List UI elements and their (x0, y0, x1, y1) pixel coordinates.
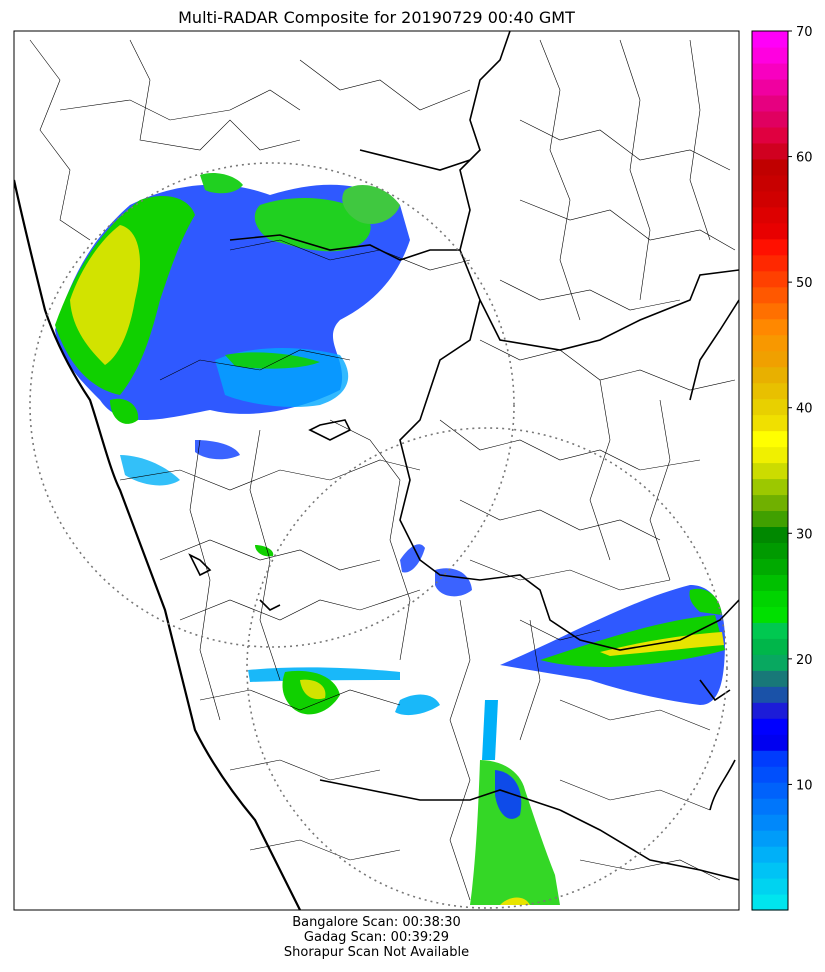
colorbar-segment (752, 270, 788, 288)
colorbar-segment (752, 526, 788, 544)
colorbar-segment (752, 206, 788, 224)
colorbar-segment (752, 142, 788, 160)
colorbar-tick-label: 50 (796, 276, 813, 291)
colorbar-segment (752, 510, 788, 528)
colorbar-segment (752, 78, 788, 96)
coastline (14, 179, 301, 910)
colorbar-segment (752, 558, 788, 575)
colorbar-segment (752, 814, 788, 831)
colorbar-tick-label: 40 (796, 402, 813, 417)
colorbar-segment (752, 62, 788, 80)
colorbar-segment (752, 862, 788, 879)
colorbar-segment (752, 622, 788, 639)
colorbar-tick-label: 60 (796, 151, 813, 166)
colorbar-tick-label: 10 (796, 778, 813, 793)
colorbar-segment (752, 590, 788, 607)
colorbar-segment (752, 238, 788, 256)
colorbar-segment (752, 286, 788, 304)
colorbar-segment (752, 222, 788, 240)
colorbar-segment (752, 254, 788, 272)
colorbar-segment (752, 126, 788, 144)
colorbar-segment (752, 462, 788, 480)
colorbar-segment (752, 318, 788, 336)
colorbar-segment (752, 606, 788, 623)
colorbar-segment (752, 110, 788, 128)
colorbar-segment (752, 334, 788, 352)
colorbar-segment (752, 878, 788, 895)
colorbar-segment (752, 654, 788, 671)
gadag-scan-label: Gadag Scan: 00:39:29 (303, 930, 450, 945)
range-ring-bangalore (246, 427, 728, 909)
colorbar-segment (752, 158, 788, 176)
colorbar-segment (752, 638, 788, 655)
colorbar-segment (752, 766, 788, 783)
colorbar-segment (752, 398, 788, 416)
map-title: Multi-RADAR Composite for 20190729 00:40… (178, 8, 575, 27)
bangalore-scan-label: Bangalore Scan: 00:38:30 (292, 915, 461, 930)
colorbar-tick-label: 30 (796, 527, 813, 542)
colorbar-segment (752, 302, 788, 320)
colorbar-segment (752, 190, 788, 208)
state-borders (188, 31, 739, 881)
colorbar-segment (752, 414, 788, 432)
colorbar-segment (752, 798, 788, 815)
colorbar-segment (752, 782, 788, 799)
colorbar-ticks: 10 20 30 40 50 60 70 (788, 25, 813, 793)
colorbar-segment (752, 574, 788, 591)
colorbar-segment (752, 830, 788, 847)
colorbar-segment (752, 702, 788, 719)
colorbar-tick-label: 70 (796, 25, 813, 40)
east-coast (709, 759, 736, 811)
echo-northwest (55, 173, 410, 486)
colorbar-segment (752, 174, 788, 192)
colorbar-segment (752, 430, 788, 448)
scan-info: Bangalore Scan: 00:38:30 Gadag Scan: 00:… (14, 915, 739, 960)
colorbar-segment (752, 46, 788, 64)
colorbar-fill (752, 31, 788, 911)
colorbar-segment (752, 894, 788, 911)
colorbar-segment (752, 846, 788, 863)
colorbar-segment (752, 718, 788, 735)
shorapur-scan-label: Shorapur Scan Not Available (283, 945, 470, 960)
colorbar-segment (752, 686, 788, 703)
colorbar-segment (752, 670, 788, 687)
colorbar-segment (752, 750, 788, 767)
colorbar-segment (752, 31, 788, 48)
colorbar-tick-label: 20 (796, 653, 813, 668)
map-frame (13, 30, 740, 911)
colorbar-segment (752, 478, 788, 496)
colorbar-segment (752, 542, 788, 559)
colorbar-frame (751, 30, 789, 911)
colorbar-segment (752, 350, 788, 368)
colorbar-segment (752, 446, 788, 464)
colorbar-segment (752, 734, 788, 751)
colorbar-segment (752, 494, 788, 512)
range-ring-gadag (29, 162, 515, 648)
colorbar-segment (752, 94, 788, 112)
district-borders (29, 39, 736, 901)
echo-east-band (500, 585, 725, 705)
colorbar-segment (752, 366, 788, 384)
colorbar-segment (752, 382, 788, 400)
